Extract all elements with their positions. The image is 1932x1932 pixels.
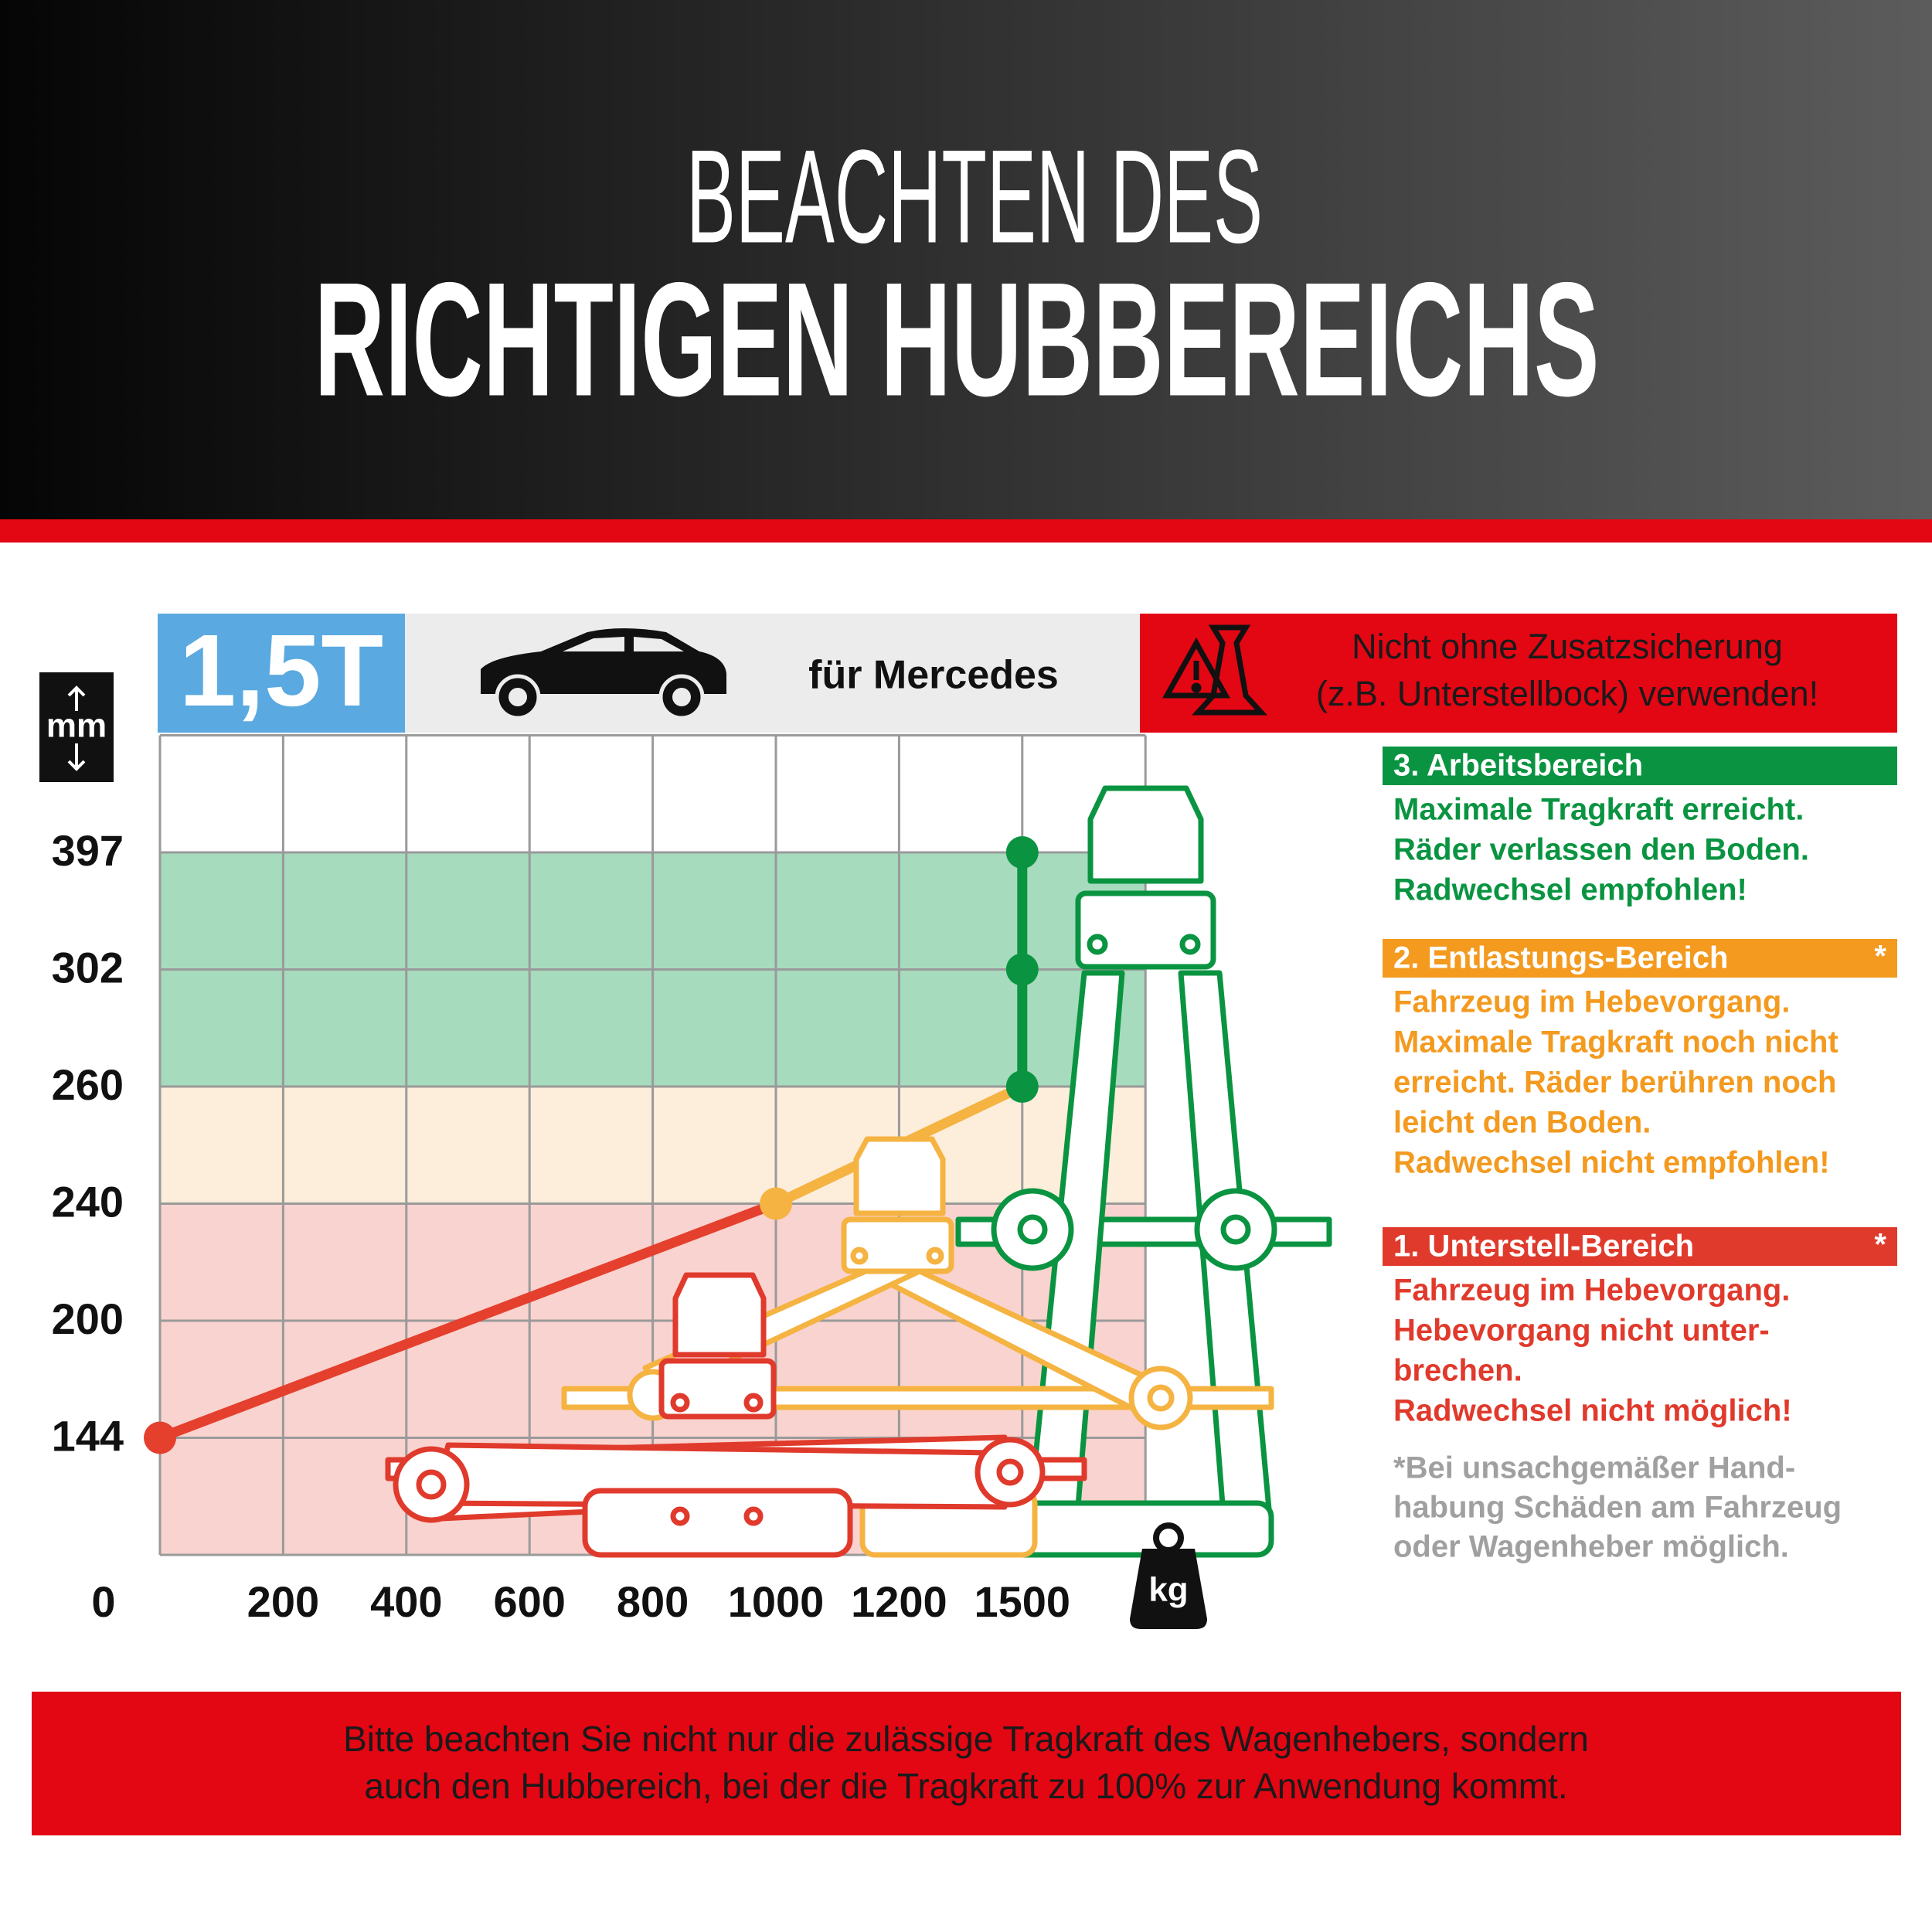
jack-illustrations	[385, 785, 1332, 1558]
legend-line: leicht den Boden.	[1393, 1106, 1651, 1140]
legend-header	[1383, 939, 1897, 978]
capacity-box	[158, 614, 405, 733]
plot-over	[144, 836, 1039, 1454]
legend-line: Maximale Tragkraft erreicht.	[1393, 793, 1804, 827]
y-tick-label: 240	[52, 1177, 124, 1226]
legend-line: Radwechsel nicht empfohlen!	[1393, 1146, 1830, 1180]
legend-title: 1. Unterstell-Bereich	[1393, 1230, 1694, 1264]
legend-marker: *	[1874, 940, 1886, 974]
y-tick-label: 397	[52, 826, 124, 875]
jack-red	[385, 1272, 1087, 1558]
x-tick-label: 800	[617, 1577, 689, 1626]
y-tick-label: 200	[52, 1294, 124, 1343]
footer-box	[32, 1692, 1901, 1835]
legend-line: Fahrzeug im Hebevorgang.	[1393, 985, 1790, 1019]
data-point	[1005, 1070, 1039, 1103]
footnote-line: *Bei unsachgemäßer Hand-	[1393, 1451, 1795, 1485]
legend-header	[1383, 747, 1897, 785]
footnote-line: oder Wagenheber möglich.	[1393, 1530, 1789, 1564]
legend-header	[1383, 1227, 1897, 1266]
legend-line: brechen.	[1393, 1354, 1522, 1388]
data-point	[760, 1187, 792, 1220]
x-tick-label: 600	[493, 1577, 565, 1626]
legend-line: Hebevorgang nicht unter-	[1393, 1314, 1770, 1348]
footnote-line: habung Schäden am Fahrzeug	[1393, 1491, 1842, 1525]
x-tick-label: 1200	[851, 1577, 947, 1626]
y-unit-label: mm	[46, 707, 107, 745]
x-unit-label: kg	[1148, 1571, 1188, 1609]
warning-icon	[1162, 624, 1267, 716]
legend: 3. Arbeitsbereich Maximale Tragkraft erre…	[1383, 747, 1897, 1564]
y-unit-arrows	[67, 685, 86, 771]
legend-line: Fahrzeug im Hebevorgang.	[1393, 1274, 1790, 1308]
capacity-label: 1,5T	[179, 614, 383, 727]
header-stripe	[0, 519, 1932, 543]
car-icon	[481, 628, 726, 720]
legend-line: Radwechsel empfohlen!	[1393, 873, 1747, 907]
legend-title: 2. Entlastungs-Bereich	[1393, 941, 1728, 975]
x-tick-label: 200	[247, 1577, 319, 1626]
vehicle-label: für Mercedes	[808, 653, 1059, 698]
x-tick-label: 1000	[728, 1577, 825, 1626]
x-tick-label: 400	[370, 1577, 442, 1626]
x-tick-label: 1500	[975, 1577, 1071, 1626]
data-point	[144, 1421, 176, 1454]
y-tick-label: 144	[52, 1411, 124, 1460]
warning-box	[1140, 614, 1897, 733]
footer-text: auch den Hubbereich, bei der die Tragkra…	[364, 1766, 1567, 1806]
x-unit-icon	[1130, 1522, 1207, 1629]
title-line-1: BEACHTEN DES	[686, 122, 1263, 270]
legend-line: erreicht. Räder berühren noch	[1393, 1066, 1836, 1100]
legend-line: Räder verlassen den Boden.	[1393, 833, 1809, 867]
warning-text: (z.B. Unterstellbock) verwenden!	[1316, 674, 1818, 713]
legend-title: 3. Arbeitsbereich	[1393, 749, 1643, 783]
data-point	[1005, 953, 1039, 986]
line-segment	[155, 1199, 781, 1443]
y-tick-label: 302	[52, 943, 124, 992]
header-background	[0, 0, 1932, 519]
legend-line: Maximale Tragkraft noch nicht	[1393, 1026, 1838, 1060]
legend-marker: *	[1874, 1228, 1886, 1262]
data-point	[1005, 836, 1039, 869]
y-tick-label: 260	[52, 1060, 124, 1109]
legend-line: Radwechsel nicht möglich!	[1393, 1394, 1792, 1428]
footer-text: Bitte beachten Sie nicht nur die zulässi…	[343, 1719, 1589, 1759]
title-line-2: RICHTIGEN HUBBEREICHS	[315, 248, 1600, 430]
warning-text: Nicht ohne Zusatzsicherung	[1352, 627, 1783, 666]
x-tick-label: 0	[91, 1577, 115, 1626]
